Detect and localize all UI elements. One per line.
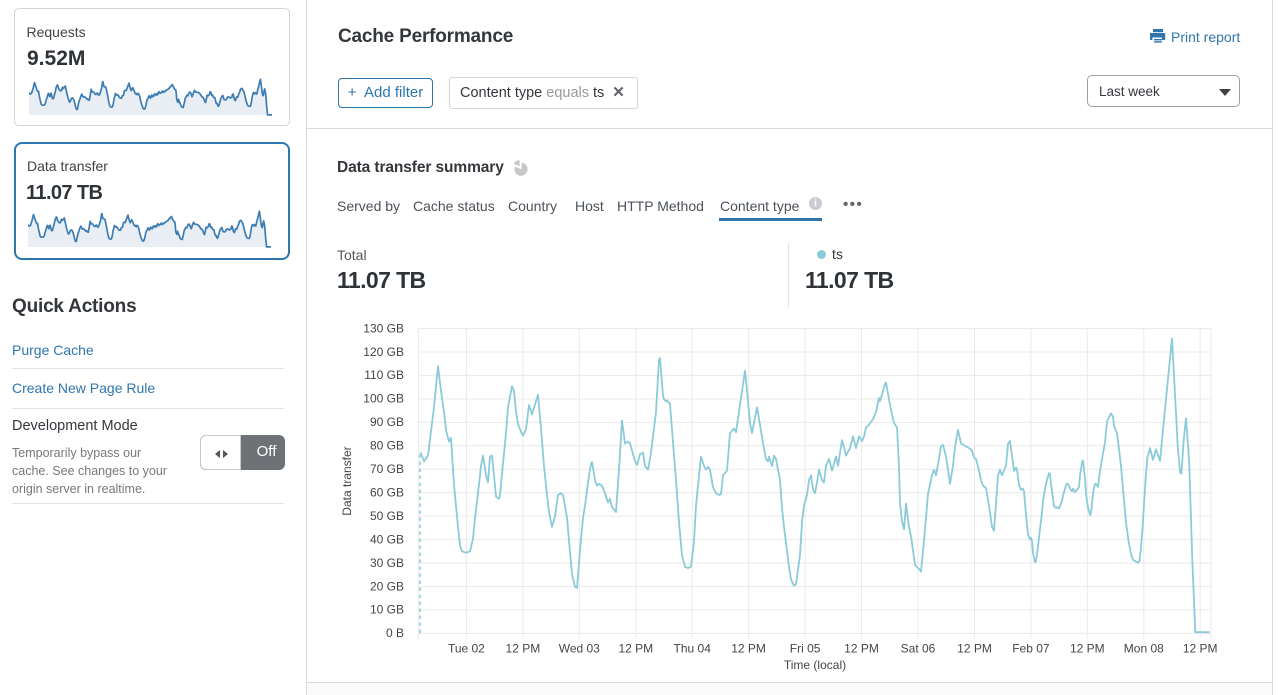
svg-text:120 GB: 120 GB <box>363 345 404 359</box>
svg-text:30 GB: 30 GB <box>370 556 404 570</box>
svg-text:Wed 03: Wed 03 <box>559 642 600 656</box>
svg-text:Data transfer: Data transfer <box>340 446 354 515</box>
svg-text:40 GB: 40 GB <box>370 532 404 546</box>
svg-text:12 PM: 12 PM <box>1070 642 1105 656</box>
svg-text:12 PM: 12 PM <box>844 642 879 656</box>
svg-text:12 PM: 12 PM <box>506 642 541 656</box>
svg-text:80 GB: 80 GB <box>370 439 404 453</box>
svg-text:50 GB: 50 GB <box>370 509 404 523</box>
svg-text:10 GB: 10 GB <box>370 603 404 617</box>
svg-text:130 GB: 130 GB <box>363 321 404 335</box>
svg-text:90 GB: 90 GB <box>370 415 404 429</box>
svg-text:110 GB: 110 GB <box>364 368 404 382</box>
svg-text:Feb 07: Feb 07 <box>1012 642 1050 656</box>
svg-text:100 GB: 100 GB <box>363 392 404 406</box>
svg-text:Mon 08: Mon 08 <box>1124 642 1164 656</box>
svg-text:Time (local): Time (local) <box>784 658 846 672</box>
svg-text:12 PM: 12 PM <box>618 642 653 656</box>
svg-text:70 GB: 70 GB <box>370 462 404 476</box>
svg-text:12 PM: 12 PM <box>957 642 992 656</box>
svg-text:0 B: 0 B <box>386 626 404 640</box>
svg-text:Thu 04: Thu 04 <box>674 642 712 656</box>
svg-text:60 GB: 60 GB <box>370 486 404 500</box>
svg-text:Sat 06: Sat 06 <box>901 642 936 656</box>
svg-text:20 GB: 20 GB <box>370 579 404 593</box>
svg-text:Tue 02: Tue 02 <box>448 642 485 656</box>
svg-text:12 PM: 12 PM <box>731 642 766 656</box>
svg-text:Fri 05: Fri 05 <box>790 642 821 656</box>
svg-text:12 PM: 12 PM <box>1183 642 1218 656</box>
